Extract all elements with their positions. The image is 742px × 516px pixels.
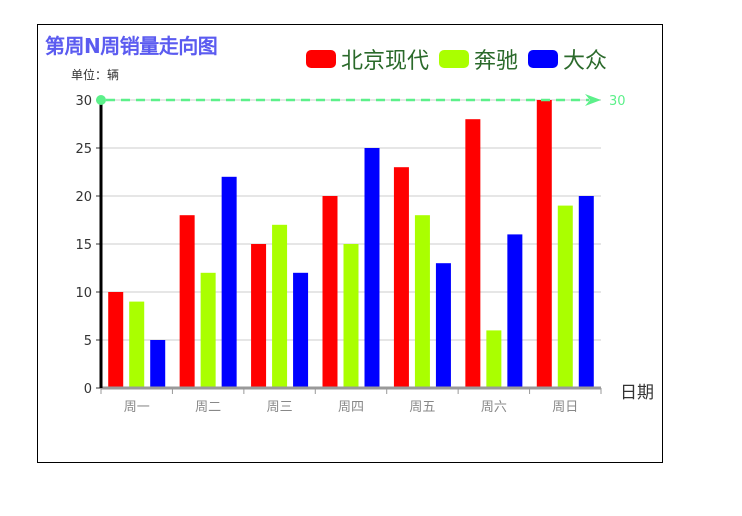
legend-label-volkswagen: 大众 [563,49,608,74]
bar [179,215,195,388]
chart-frame [37,24,663,463]
x-axis-name: 日期 [620,383,654,403]
bar [322,196,338,388]
bar [200,272,216,388]
bar [486,330,502,388]
bar [343,244,359,388]
markline-label: 30 [609,94,626,109]
bar [435,263,451,388]
bar [129,301,145,388]
bar [557,205,573,388]
y-tick-label: 0 [84,382,92,397]
bar [578,196,594,388]
legend-swatch-volkswagen [528,50,559,68]
bar [293,272,309,388]
y-tick-label: 5 [84,334,92,349]
bar [414,215,430,388]
legend: 北京现代 奔驰 大众 [306,43,617,75]
y-tick-label: 30 [75,94,92,109]
legend-item-volkswagen[interactable]: 大众 [528,43,607,75]
legend-item-benz[interactable]: 奔驰 [439,43,518,75]
bar [150,340,166,388]
y-tick-label: 20 [75,190,92,205]
unit-label: 单位：辆 [71,68,120,82]
x-tick-label: 周五 [409,400,435,415]
x-tick-label: 周三 [267,400,293,415]
legend-label-benz: 奔驰 [474,49,519,74]
markline-start-dot [96,95,106,105]
x-tick-label: 周六 [481,400,507,415]
legend-item-beijing-hyundai[interactable]: 北京现代 [306,43,429,75]
x-tick-label: 周四 [338,400,364,415]
x-tick-label: 周一 [124,400,150,415]
bar [221,176,237,388]
bar [507,234,523,388]
y-tick-label: 25 [75,142,92,157]
legend-swatch-benz [439,50,470,68]
bar [251,244,267,388]
bar [272,224,288,388]
legend-label-beijing-hyundai: 北京现代 [341,49,430,74]
bar [536,100,552,388]
legend-swatch-beijing-hyundai [306,50,336,68]
bar [364,148,380,388]
y-tick-label: 10 [75,286,92,301]
x-tick-label: 周二 [195,400,221,415]
bar [465,119,481,388]
x-tick-label: 周日 [552,400,578,415]
y-tick-label: 15 [75,238,92,253]
bar [393,167,409,388]
markline-arrow [585,94,601,106]
chart-title: 第周N周销量走向图 [45,34,218,58]
bar [108,292,124,388]
